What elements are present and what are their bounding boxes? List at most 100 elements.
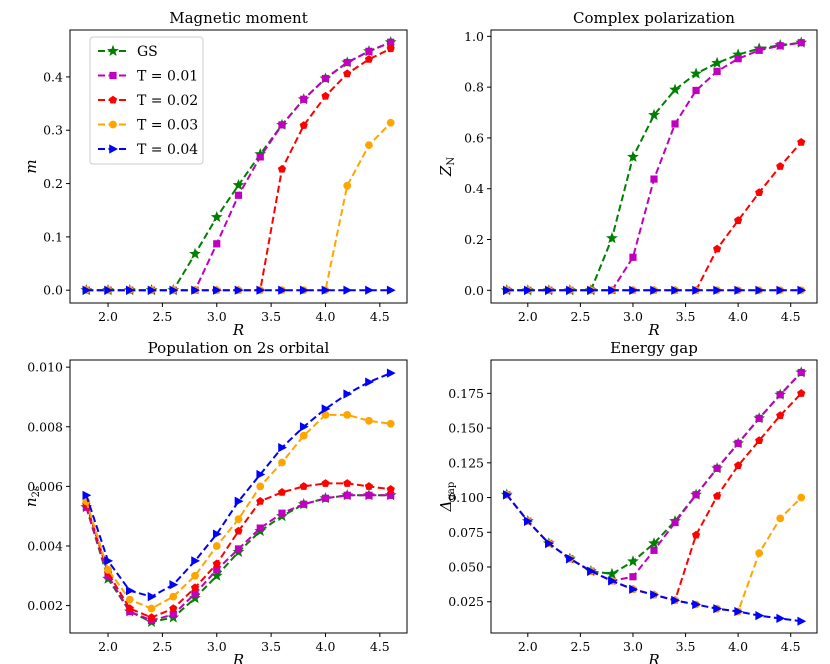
data-point [277, 164, 287, 173]
y-axis-label: n2s [22, 486, 42, 507]
panel-4: Energy gap 2.0 2.5 3.0 3.5 4.0 4.5 0.025 0.050 0.… [437, 339, 818, 664]
x-tick-label: 2.5 [152, 639, 172, 654]
series-group [80, 36, 397, 296]
data-point [365, 416, 373, 425]
data-point [104, 285, 114, 295]
data-point [734, 439, 742, 447]
x-tick-label: 3.0 [623, 309, 643, 324]
data-point [797, 616, 807, 626]
x-axis-label: R [232, 651, 244, 664]
series-group [80, 368, 397, 627]
x-tick-label: 3.5 [261, 639, 281, 654]
x-tick-label: 2.0 [518, 309, 538, 324]
data-point [191, 285, 201, 295]
data-point [321, 494, 330, 502]
data-point [692, 285, 702, 295]
data-point [125, 285, 135, 295]
data-point [713, 244, 722, 253]
legend-marker [109, 120, 117, 129]
y-axis-label: ZN [437, 157, 457, 177]
x-tick-label: 4.0 [316, 309, 336, 324]
y-tick-label: 0.175 [448, 386, 484, 401]
data-point [755, 414, 763, 422]
data-point [524, 516, 533, 526]
panel-title: Population on 2s orbital [148, 339, 330, 357]
x-tick-label: 2.0 [98, 309, 118, 324]
panel-title: Energy gap [610, 339, 698, 357]
data-point [627, 555, 639, 567]
y-tick-label: 0.025 [448, 594, 484, 609]
panel-2: Complex polarization 2.0 2.5 3.0 3.5 4.0 4.5 0.… [437, 9, 818, 339]
data-point [299, 121, 308, 129]
data-point [386, 419, 395, 428]
data-point [256, 285, 266, 295]
data-point [797, 285, 807, 295]
axes-frame [69, 29, 408, 304]
data-point [343, 181, 352, 190]
data-point [713, 464, 721, 472]
data-point [278, 121, 286, 129]
data-point [629, 573, 637, 581]
data-point [755, 611, 765, 621]
x-axis-label: R [647, 321, 659, 339]
data-point [545, 538, 554, 548]
series-line-3 [505, 392, 802, 602]
y-tick-label: 0.0 [464, 283, 484, 298]
data-point [212, 542, 221, 550]
panel-1: Magnetic moment 2.0 2.5 3.0 3.5 4.0 4.5 0.0 0.1 0… [22, 9, 408, 339]
data-point [189, 591, 201, 604]
data-point [169, 604, 178, 613]
data-point [671, 120, 679, 128]
data-point [691, 530, 701, 539]
legend-box [89, 36, 204, 165]
data-point [300, 500, 308, 508]
legend-entry-label: T = 0.01 [137, 69, 198, 85]
data-point [627, 150, 639, 162]
x-tick-label: 3.0 [623, 639, 643, 654]
data-point [365, 377, 374, 387]
data-point [587, 285, 596, 295]
data-point [629, 584, 638, 594]
data-point [299, 482, 308, 490]
legend-marker [109, 71, 117, 80]
data-point [755, 549, 764, 558]
data-point [669, 83, 681, 95]
data-point [776, 411, 785, 420]
data-point [671, 518, 679, 527]
data-point [776, 514, 785, 523]
data-point [212, 529, 222, 539]
data-point [104, 565, 112, 574]
data-point [755, 436, 764, 445]
data-point [299, 431, 308, 440]
data-point [256, 482, 265, 491]
series-line-1 [506, 41, 802, 292]
data-point [125, 595, 134, 604]
data-point [343, 285, 353, 295]
data-point [386, 485, 395, 493]
data-point [191, 590, 199, 598]
y-tick-label: 0.2 [43, 176, 63, 191]
data-point [278, 443, 287, 453]
data-point [212, 559, 221, 568]
y-axis-label: Δgap [437, 482, 457, 513]
x-tick-label: 3.5 [676, 639, 696, 654]
data-point [125, 604, 134, 613]
data-point [386, 368, 396, 378]
data-point [300, 95, 308, 103]
x-axis-label: R [232, 321, 244, 339]
y-tick-label: 0.6 [464, 130, 484, 145]
panel-title: Complex polarization [573, 9, 735, 27]
data-point [189, 247, 201, 259]
data-point [191, 571, 199, 580]
y-tick-label: 0.4 [43, 69, 63, 84]
x-tick-label: 4.5 [781, 639, 801, 654]
data-point [797, 368, 805, 377]
data-point [234, 526, 243, 535]
data-point [213, 566, 221, 574]
y-tick-label: 0.2 [464, 232, 484, 247]
data-point [692, 491, 700, 499]
data-point [690, 67, 702, 79]
data-point [169, 610, 177, 619]
data-point [387, 491, 395, 499]
data-point [566, 285, 575, 295]
